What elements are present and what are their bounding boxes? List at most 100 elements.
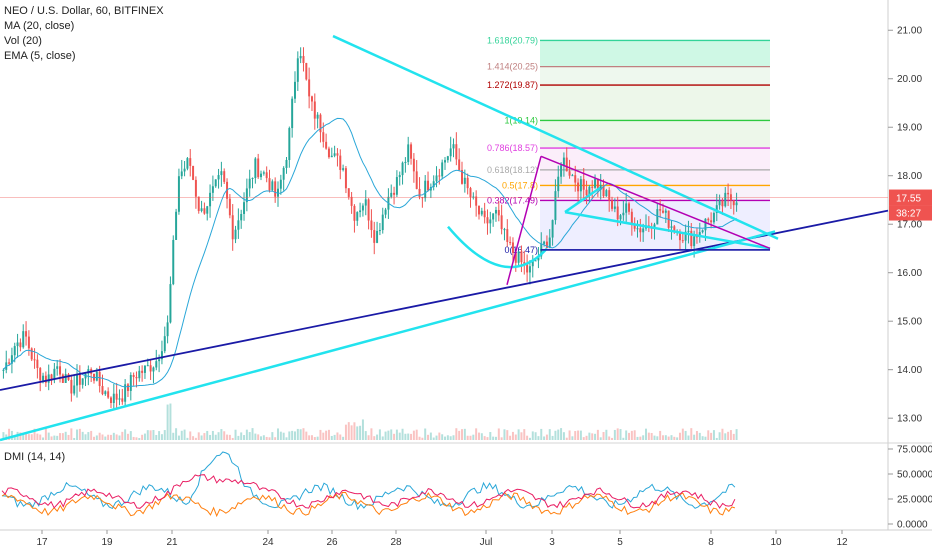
candle-body [316,114,319,119]
candle-body [492,213,495,220]
indicator-ma[interactable]: MA (20, close) [4,20,75,32]
resistance-trendline-cyan [332,34,779,240]
candle-body [268,178,271,191]
candle-body [107,391,110,398]
fib-level-label: 0.618(18.12) [487,165,538,175]
time-tick-label: 10 [770,537,782,548]
volume-bar [393,433,396,440]
candle-body [404,161,407,163]
volume-bar [693,434,696,440]
volume-bar [712,430,715,440]
volume-bar [367,435,370,440]
candle-body [291,98,294,129]
candle-body [313,101,316,119]
volume-bar [254,433,257,440]
volume-bar [364,431,367,440]
indicator-ema[interactable]: EMA (5, close) [4,50,76,62]
volume-bar [656,436,659,440]
candle-body [588,186,591,196]
volume-bar [412,430,415,440]
price-tick-label: 19.00 [897,123,922,134]
candle-body [285,159,288,168]
candle-body [393,192,396,195]
candle-body [243,202,246,214]
volume-bar [732,433,735,440]
volume-bar [121,431,124,440]
candle-body [582,179,585,190]
candle-body [166,322,169,337]
candle-body [265,172,268,179]
candle-body [446,156,449,161]
candle-body [732,200,735,206]
volume-bar [432,437,435,440]
candle-body [497,209,500,216]
volume-bar [177,435,180,440]
dmi-tick-label: 25.0000 [897,495,932,506]
volume-bar [342,436,345,440]
candle-body [724,192,727,207]
candle-body [310,96,313,102]
volume-bar [288,431,291,440]
candle-body [718,200,721,206]
volume-bar [373,436,376,440]
volume-bar [73,437,76,440]
candle-body [163,336,166,352]
volume-bar [579,430,582,440]
candle-body [228,198,231,216]
dmi-title[interactable]: DMI (14, 14) [4,451,66,463]
volume-bar [344,424,347,440]
volume-bar [534,432,537,440]
fib-zone [540,185,770,201]
volume-bar [444,436,447,440]
candle-body [138,370,141,379]
volume-bar [520,432,523,440]
volume-bar [421,437,424,440]
countdown-text: 38:27 [896,209,921,220]
volume-bar [551,435,554,440]
candle-body [245,188,248,203]
indicator-vol[interactable]: Vol (20) [4,35,42,47]
volume-bar [633,430,636,440]
candle-body [364,199,367,206]
candle-body [197,196,200,211]
candle-body [101,386,104,395]
impulse-line-magenta [506,156,542,286]
candle-body [528,266,531,273]
volume-bar [602,432,605,440]
volume-bar [243,435,246,440]
candle-body [438,175,441,177]
candle-body [681,240,684,242]
volume-bar [557,429,560,440]
candle-body [370,220,373,231]
candle-body [172,239,175,285]
volume-bar [613,429,616,440]
candle-body [418,188,421,198]
volume-bar [704,436,707,440]
volume-bar [661,435,664,440]
volume-bar [158,431,161,440]
candle-body [678,231,681,241]
candle-body [410,144,413,159]
volume-bar [67,434,70,440]
volume-bar [690,428,693,440]
volume-bar [146,430,149,440]
candle-body [622,212,625,216]
candle-body [500,215,503,230]
candle-body [695,236,698,238]
volume-bar [169,403,172,440]
volume-bar [308,435,311,440]
volume-bar [59,433,62,440]
time-tick-label: 3 [549,537,555,548]
candle-body [350,196,353,206]
volume-bar [698,432,701,440]
volume-bar [223,431,226,440]
candle-body [76,374,79,386]
candle-body [435,175,438,182]
volume-bar [630,430,633,440]
volume-bar [115,434,118,440]
candle-body [628,203,631,212]
symbol-title[interactable]: NEO / U.S. Dollar, 60, BITFINEX [4,5,164,17]
candle-body [305,62,308,80]
